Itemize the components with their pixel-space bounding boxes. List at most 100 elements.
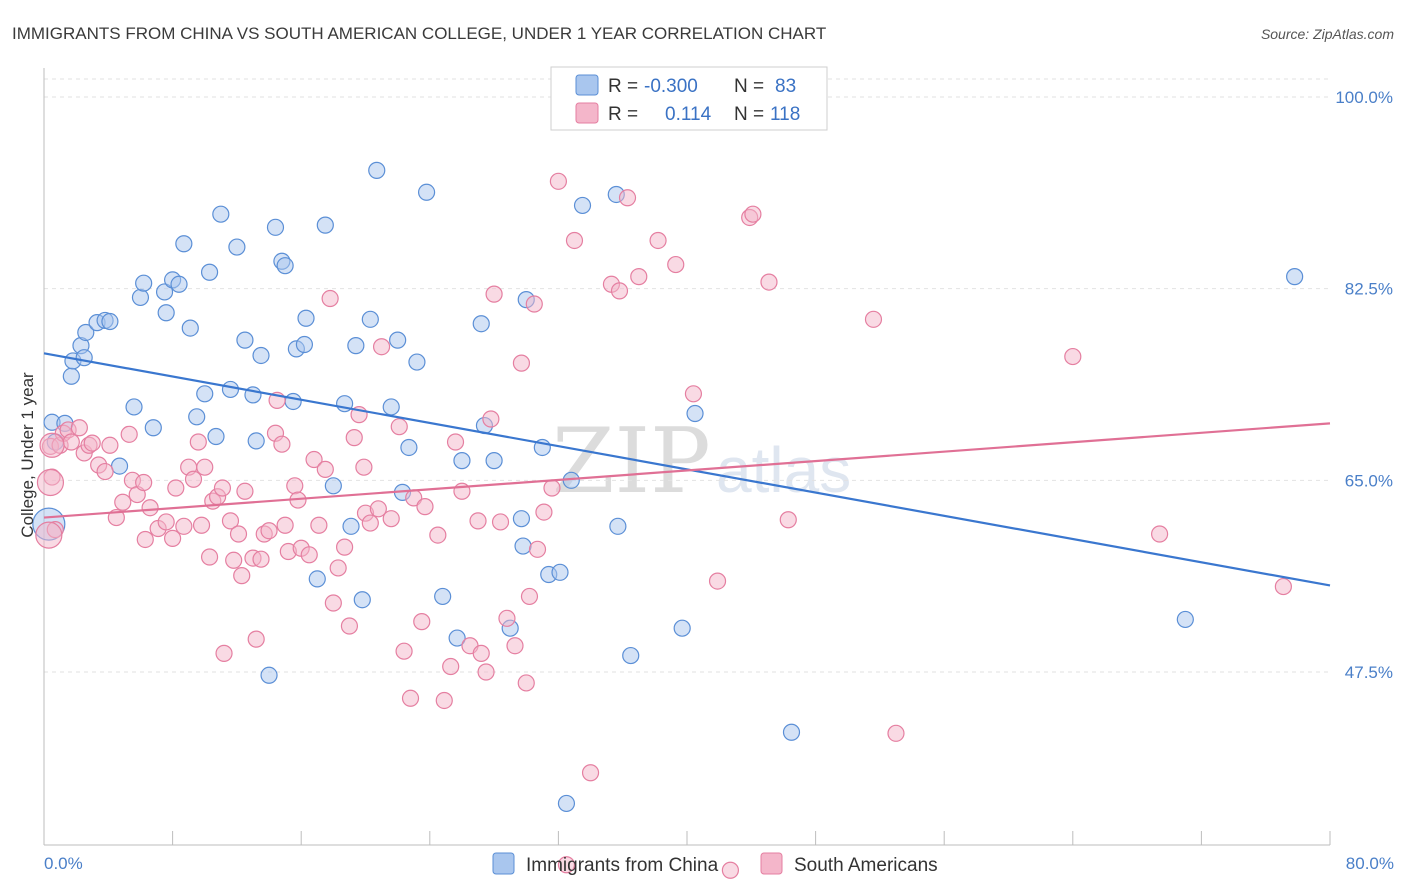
south-american-point bbox=[446, 433, 465, 451]
china-point bbox=[77, 323, 95, 342]
china-point bbox=[181, 319, 199, 337]
china-point bbox=[200, 263, 219, 281]
south-american-point bbox=[189, 433, 207, 451]
china-point bbox=[551, 563, 569, 581]
south-american-point bbox=[345, 429, 363, 447]
south-american-point bbox=[175, 517, 193, 535]
china-point bbox=[434, 587, 452, 606]
south-american-point bbox=[340, 617, 359, 635]
south-american-point bbox=[114, 493, 132, 511]
south-american-point bbox=[213, 479, 232, 497]
legend-n-value-south-americans: 118 bbox=[770, 104, 800, 125]
south-american-point bbox=[164, 529, 182, 547]
south-american-point bbox=[472, 644, 490, 662]
china-point bbox=[252, 346, 270, 365]
south-american-point bbox=[96, 462, 114, 481]
south-american-point bbox=[482, 410, 500, 428]
china-point bbox=[297, 309, 315, 327]
watermark-zip: ZIP bbox=[552, 409, 711, 514]
y-tick-label: 47.5% bbox=[1345, 663, 1393, 682]
south-american-point bbox=[506, 637, 524, 655]
south-american-point bbox=[528, 540, 547, 558]
south-american-point bbox=[429, 526, 447, 544]
china-point bbox=[316, 216, 334, 234]
south-american-point bbox=[390, 418, 408, 436]
watermark: ZIP atlas bbox=[552, 409, 851, 514]
china-point bbox=[1286, 268, 1304, 286]
south-american-point bbox=[535, 503, 553, 521]
china-point bbox=[188, 408, 206, 426]
y-tick-label: 100.0% bbox=[1335, 88, 1393, 107]
south-american-point bbox=[372, 338, 391, 356]
china-point bbox=[295, 335, 314, 354]
south-american-point bbox=[35, 521, 63, 549]
china-point bbox=[276, 257, 294, 275]
china-point bbox=[1176, 610, 1194, 629]
south-american-point bbox=[305, 450, 323, 469]
south-american-point bbox=[184, 470, 203, 488]
china-point bbox=[125, 398, 143, 416]
china-point bbox=[260, 666, 278, 684]
china-point bbox=[609, 517, 627, 535]
china-point bbox=[221, 380, 240, 399]
south-american-point bbox=[310, 516, 328, 534]
south-american-point bbox=[157, 513, 175, 531]
china-point bbox=[155, 283, 174, 301]
south-american-point bbox=[581, 764, 600, 782]
trend-line-south-americans bbox=[43, 422, 1331, 519]
south-american-point bbox=[779, 511, 797, 529]
south-american-point bbox=[215, 644, 233, 662]
south-american-point bbox=[36, 468, 65, 497]
legend-r-label-south-americans: R = bbox=[608, 104, 638, 125]
south-american-point bbox=[39, 432, 65, 458]
china-point bbox=[673, 619, 691, 637]
south-american-point bbox=[70, 419, 88, 437]
south-american-point bbox=[517, 674, 535, 692]
south-american-point bbox=[361, 514, 379, 532]
south-american-point bbox=[610, 282, 629, 300]
south-american-point bbox=[887, 724, 905, 742]
south-american-point bbox=[543, 479, 561, 497]
south-american-point bbox=[260, 522, 278, 540]
south-american-point bbox=[167, 479, 185, 497]
south-american-point bbox=[630, 268, 648, 286]
south-american-point bbox=[413, 613, 431, 631]
chart-title: IMMIGRANTS FROM CHINA VS SOUTH AMERICAN … bbox=[12, 24, 826, 43]
china-point bbox=[212, 205, 230, 223]
china-point bbox=[170, 275, 188, 293]
legend-box: R = -0.300 N = 83 R = 0.114 N = 118 bbox=[550, 66, 828, 131]
south-american-point bbox=[196, 458, 214, 476]
china-point bbox=[382, 398, 400, 416]
south-american-point bbox=[557, 856, 576, 874]
china-point bbox=[207, 427, 225, 446]
china-point bbox=[110, 457, 129, 475]
south-american-point bbox=[477, 663, 495, 681]
trend-lines bbox=[43, 352, 1331, 587]
south-american-point bbox=[247, 630, 265, 648]
china-point bbox=[247, 432, 265, 450]
legend-swatch-china bbox=[575, 74, 599, 96]
south-american-point bbox=[62, 433, 80, 451]
south-american-point bbox=[1274, 577, 1292, 596]
south-american-point bbox=[618, 189, 637, 207]
china-point bbox=[266, 218, 285, 236]
south-american-point bbox=[252, 550, 270, 568]
south-american-point bbox=[236, 482, 254, 500]
south-american-point bbox=[286, 477, 304, 495]
south-american-point bbox=[276, 516, 294, 534]
china-point bbox=[622, 646, 640, 665]
south-american-point bbox=[135, 473, 153, 492]
y-tick-labels: 47.5% 65.0% 82.5% 100.0% bbox=[1335, 88, 1393, 682]
china-point bbox=[101, 312, 119, 331]
south-american-point bbox=[491, 513, 510, 531]
legend-swatch-south-americans bbox=[575, 102, 599, 124]
south-american-point bbox=[485, 285, 503, 303]
china-point bbox=[284, 392, 302, 411]
south-american-point bbox=[864, 310, 883, 328]
south-american-point bbox=[708, 572, 727, 590]
china-point bbox=[236, 331, 254, 349]
china-point bbox=[361, 310, 379, 328]
china-point bbox=[75, 349, 93, 367]
south-american-point bbox=[435, 691, 453, 710]
